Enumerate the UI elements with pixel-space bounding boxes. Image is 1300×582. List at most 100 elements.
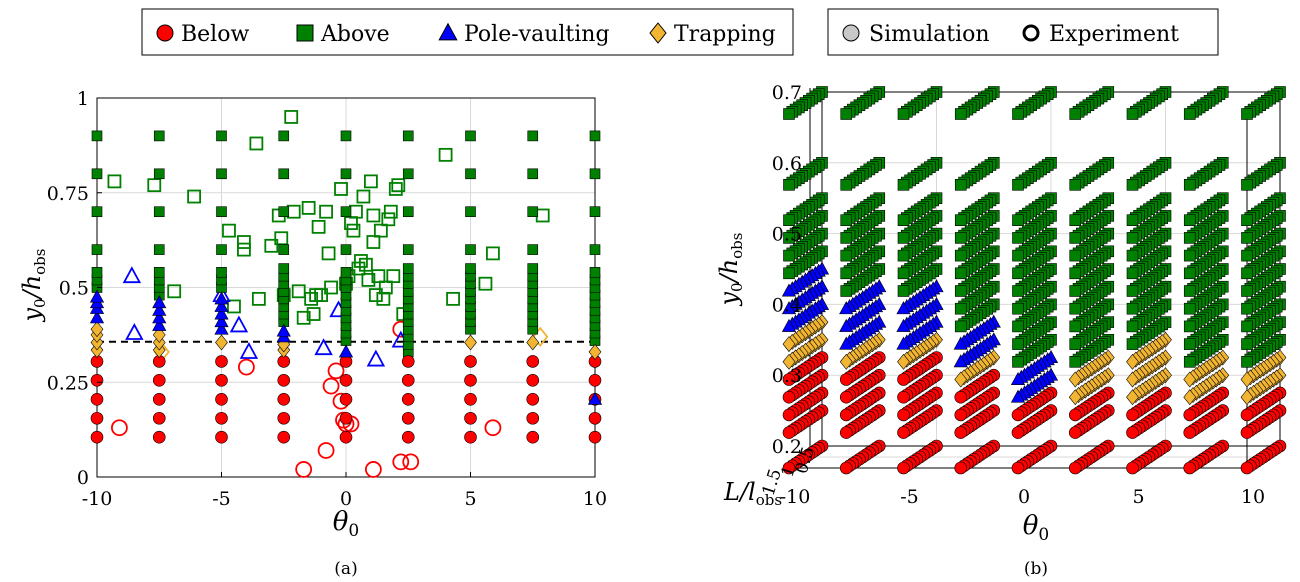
exp-above-point bbox=[438, 147, 453, 162]
sim-below-point bbox=[526, 355, 540, 368]
panel-b-above-point bbox=[840, 214, 853, 226]
panel-b-label: (b) bbox=[1024, 559, 1048, 579]
panel-b-above-point bbox=[1012, 267, 1024, 280]
exp-above-point bbox=[309, 288, 324, 302]
sim-above-point bbox=[340, 244, 352, 255]
panel-b-above-point bbox=[1241, 302, 1253, 315]
panel-a-xlabel: θ0 bbox=[333, 507, 359, 541]
panel-b-ytick-label: 0.3 bbox=[772, 365, 802, 387]
panel-b-trap-point bbox=[1126, 371, 1139, 388]
panel-b-pole-point bbox=[1010, 389, 1026, 403]
panel-b-above-point bbox=[1241, 232, 1253, 244]
panel-b-above-point bbox=[1069, 249, 1082, 262]
panel-b-ytick-label: 0.7 bbox=[772, 82, 802, 104]
exp-above-point bbox=[391, 178, 406, 193]
sim-pole-point bbox=[152, 317, 167, 331]
panel-b-above-point bbox=[783, 214, 795, 226]
sim-above-point bbox=[340, 267, 352, 278]
legend-marker-below bbox=[156, 24, 174, 42]
sim-below-point bbox=[464, 374, 477, 387]
panel-b-pole-point bbox=[839, 336, 854, 350]
sim-above-point bbox=[465, 244, 476, 255]
panel-b-above-point bbox=[954, 214, 967, 226]
panel-b-above-point bbox=[1126, 320, 1139, 333]
panel-b-above-point bbox=[1241, 249, 1253, 262]
sim-above-point bbox=[465, 168, 476, 180]
sim-above-point bbox=[465, 130, 476, 142]
exp-above-point bbox=[324, 280, 338, 295]
legend-label-exp: Experiment bbox=[1049, 22, 1179, 47]
sim-trap-point bbox=[526, 334, 540, 351]
exp-pole-point bbox=[239, 342, 259, 359]
panel-b-above-point bbox=[1183, 108, 1196, 120]
exp-above-point bbox=[371, 269, 386, 284]
panel-a-ytick-label: 0.5 bbox=[59, 278, 89, 300]
sim-above-point bbox=[402, 206, 414, 217]
panel-b-above-point bbox=[1069, 338, 1082, 350]
sim-above-point bbox=[216, 267, 227, 278]
panel-b-above-point bbox=[1069, 355, 1082, 368]
panel-b-ytick-label: 0.5 bbox=[772, 224, 802, 246]
panel-b-pole-point bbox=[953, 354, 968, 368]
exp-above-point bbox=[147, 178, 162, 193]
panel-a-xtick-label: 0 bbox=[340, 488, 352, 510]
exp-above-point bbox=[383, 204, 398, 219]
sim-trap-point bbox=[90, 321, 104, 338]
sim-above-point bbox=[278, 263, 290, 274]
sim-below-point bbox=[339, 393, 353, 406]
panel-b-above-point bbox=[1183, 355, 1196, 368]
panel-b-above-point bbox=[954, 249, 967, 262]
panel-b-pole-point bbox=[781, 301, 797, 315]
sim-below-point bbox=[464, 430, 477, 444]
sim-above-point bbox=[153, 168, 165, 180]
panel-b-above-point bbox=[1069, 267, 1082, 280]
panel-b-above-point bbox=[897, 249, 910, 262]
panel-b-above-point bbox=[1012, 108, 1024, 120]
panel-b-below-point bbox=[1068, 408, 1082, 422]
exp-above-point bbox=[366, 235, 381, 249]
exp-above-point bbox=[334, 182, 348, 196]
panel-b-above-point bbox=[1012, 179, 1024, 191]
panel-b-below-point bbox=[954, 461, 968, 475]
sim-above-point bbox=[91, 130, 103, 142]
panel-a-ytick-label: 1 bbox=[77, 88, 89, 110]
panel-b-above-point bbox=[1183, 249, 1196, 262]
panel-b-above-point bbox=[1183, 320, 1196, 333]
sim-below-point bbox=[401, 355, 415, 368]
panel-b-below-point bbox=[839, 461, 853, 475]
sim-below-point bbox=[215, 411, 228, 425]
legend-marker-above bbox=[296, 24, 314, 42]
sim-above-point bbox=[340, 206, 352, 217]
panel-b-3d-scatter: -10 -5 0 5 100.20.30.40.50.60.70.511.5 θ0 y0… bbox=[715, 82, 1287, 579]
exp-above-point bbox=[296, 310, 311, 325]
sim-pole-point bbox=[152, 310, 167, 324]
exp-above-point bbox=[388, 182, 403, 196]
panel-b-pole-point bbox=[953, 336, 968, 350]
sim-above-point bbox=[465, 263, 476, 274]
panel-b-xtick-label: -5 bbox=[900, 486, 919, 508]
panel-b-below-point bbox=[839, 390, 853, 404]
panel-b-above-point bbox=[1069, 320, 1082, 333]
panel-b-below-point bbox=[782, 390, 796, 404]
sim-above-point bbox=[589, 206, 601, 217]
exp-above-point bbox=[291, 284, 306, 299]
panel-b-trap-point bbox=[1068, 371, 1082, 388]
panel-b-trap-point bbox=[897, 353, 910, 370]
panel-b-above-point bbox=[1126, 214, 1139, 226]
exp-above-point bbox=[311, 219, 326, 234]
sim-below-point bbox=[277, 374, 291, 387]
panel-b-above-point bbox=[1126, 338, 1139, 350]
sim-above-point bbox=[527, 130, 539, 142]
panel-b-pole-point bbox=[781, 318, 797, 332]
panel-b-trap-point bbox=[1068, 389, 1082, 406]
panel-b-xtick-label: 5 bbox=[1132, 486, 1144, 508]
exp-above-point bbox=[351, 261, 366, 276]
panel-b-above-point bbox=[954, 267, 967, 280]
sim-below-point bbox=[526, 411, 540, 425]
panel-b-above-point bbox=[1012, 249, 1024, 262]
panel-b-above-point bbox=[1012, 214, 1024, 226]
sim-above-point bbox=[340, 130, 352, 142]
sim-above-point bbox=[527, 244, 539, 255]
panel-b-above-point bbox=[1183, 232, 1196, 244]
sim-above-point bbox=[527, 206, 539, 217]
